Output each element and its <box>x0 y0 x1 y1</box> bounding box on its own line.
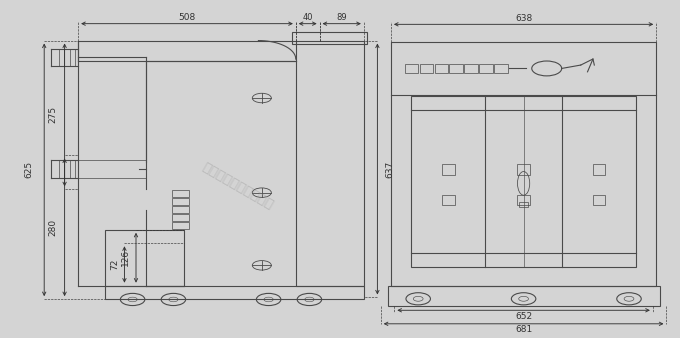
Bar <box>519 202 528 207</box>
Bar <box>171 190 188 197</box>
Text: 280: 280 <box>48 219 57 236</box>
Bar <box>296 41 364 286</box>
Bar <box>171 214 188 221</box>
Bar <box>442 164 454 175</box>
Bar <box>464 64 477 73</box>
Bar <box>171 198 188 205</box>
Bar <box>479 64 492 73</box>
Text: 625: 625 <box>24 161 34 178</box>
Text: 508: 508 <box>178 13 196 22</box>
Bar <box>411 96 636 267</box>
Text: 637: 637 <box>385 160 394 178</box>
Text: 89: 89 <box>337 13 347 22</box>
Bar <box>517 195 530 206</box>
Bar <box>391 42 656 286</box>
Bar <box>494 64 507 73</box>
Bar <box>517 164 530 175</box>
Bar <box>405 64 418 73</box>
Bar <box>420 64 432 73</box>
Text: 275: 275 <box>48 106 57 123</box>
Text: 上海永珅电气有限公司: 上海永珅电气有限公司 <box>200 160 276 212</box>
Bar <box>105 286 364 299</box>
Bar <box>435 64 447 73</box>
Text: 126: 126 <box>120 249 130 266</box>
Bar <box>292 32 367 44</box>
Bar <box>171 206 188 213</box>
Text: 638: 638 <box>515 14 532 23</box>
Bar <box>388 286 660 306</box>
Bar <box>442 195 454 206</box>
Bar <box>593 195 605 206</box>
Text: 72: 72 <box>110 259 120 270</box>
Bar <box>105 230 184 286</box>
Bar <box>171 222 188 229</box>
Bar <box>449 64 462 73</box>
Text: 681: 681 <box>515 325 532 334</box>
Text: 40: 40 <box>303 13 313 22</box>
Text: 652: 652 <box>515 312 532 321</box>
Bar <box>593 164 605 175</box>
